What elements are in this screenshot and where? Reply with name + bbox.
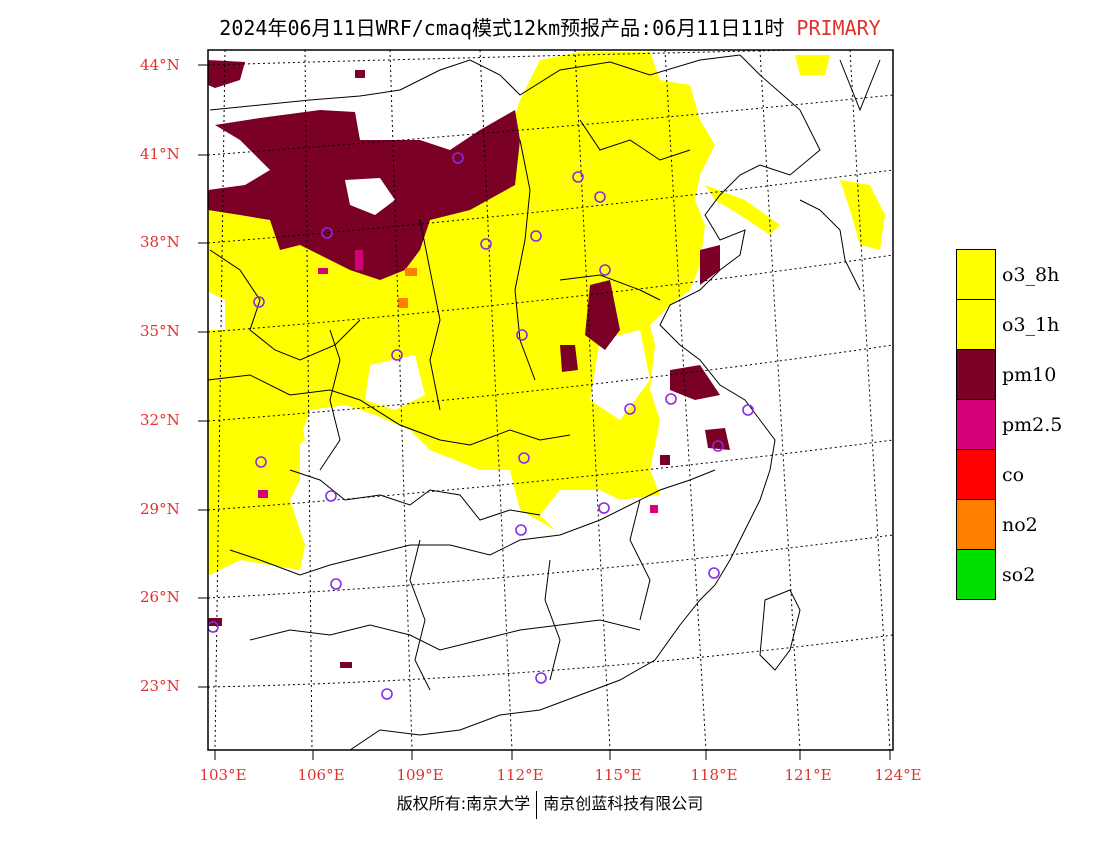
station-marker: [518, 452, 530, 464]
o3-region-main: [208, 52, 715, 575]
lon-label: 121°E: [784, 766, 832, 784]
station-marker: [325, 490, 337, 502]
no2-dot: [405, 268, 417, 276]
lat-label: 29°N: [140, 500, 180, 518]
pm25-dot: [355, 250, 363, 270]
legend-swatch: [956, 249, 996, 300]
station-marker: [330, 578, 342, 590]
legend-label: o3_8h: [1002, 264, 1060, 286]
pm10-patch-east: [560, 345, 578, 372]
pm25-dot: [318, 268, 328, 274]
legend-swatch: [956, 499, 996, 550]
copyright: 版权所有:南京大学 南京创蓝科技有限公司: [0, 790, 1100, 819]
pm10-patch-nw: [208, 60, 245, 88]
station-marker: [594, 191, 606, 203]
legend-label: pm2.5: [1002, 414, 1063, 436]
station-marker: [381, 688, 393, 700]
stations: [208, 90, 940, 700]
pm25-dot: [258, 490, 268, 498]
station-marker: [208, 621, 219, 633]
pm10-patch-shanghai: [705, 428, 730, 450]
pm10-patch-shandong: [585, 280, 620, 350]
lat-ticks: [198, 64, 208, 688]
station-marker: [930, 90, 940, 100]
lat-label: 41°N: [140, 145, 180, 163]
o3-patch-coast: [840, 180, 885, 250]
o3-patch-ne: [705, 185, 780, 235]
legend-label: co: [1002, 464, 1025, 486]
lat-label: 35°N: [140, 322, 180, 340]
lat-label: 32°N: [140, 411, 180, 429]
o3-patch-top: [795, 55, 830, 75]
pm25-dot: [650, 505, 658, 513]
legend-swatch: [956, 299, 996, 350]
boundaries: [208, 54, 881, 750]
station-marker: [665, 393, 677, 405]
station-marker: [530, 230, 542, 242]
title-product: PRIMARY: [796, 16, 881, 40]
station-marker: [480, 238, 492, 250]
lat-label: 44°N: [140, 56, 180, 74]
lon-ticks: [214, 750, 891, 760]
station-marker: [712, 440, 724, 452]
pm10-dot: [340, 662, 352, 668]
station-marker: [599, 264, 611, 276]
legend-swatch: [956, 399, 996, 450]
station-marker: [452, 152, 464, 164]
legend-label: o3_1h: [1002, 314, 1060, 336]
station-marker: [708, 567, 720, 579]
station-marker: [253, 296, 265, 308]
pm10-dot: [355, 70, 365, 78]
lat-label: 23°N: [140, 677, 180, 695]
legend-swatch: [956, 449, 996, 500]
copyright-separator: [536, 790, 538, 819]
legend-label: no2: [1002, 514, 1038, 536]
clear-gap-1: [365, 355, 425, 410]
lon-label: 118°E: [690, 766, 738, 784]
pm10-patch-jiangsu: [670, 365, 720, 400]
station-marker: [321, 227, 333, 239]
pm10-dot: [660, 455, 670, 465]
legend-label: so2: [1002, 564, 1036, 586]
lat-label: 38°N: [140, 233, 180, 251]
clear-gap-ordos: [345, 178, 395, 215]
lon-label: 106°E: [297, 766, 345, 784]
lon-label: 103°E: [199, 766, 247, 784]
station-marker: [742, 404, 754, 416]
legend-swatch: [956, 549, 996, 600]
lon-label: 115°E: [594, 766, 642, 784]
graticule: [208, 50, 893, 750]
station-marker: [515, 524, 527, 536]
station-marker: [516, 329, 528, 341]
copyright-left: 版权所有:南京大学: [396, 794, 531, 813]
map-title: 2024年06月11日WRF/cmaq模式12km预报产品:06月11日11时 P…: [0, 12, 1100, 41]
lon-label: 109°E: [396, 766, 444, 784]
clear-gap-2: [590, 330, 650, 420]
lat-label: 26°N: [140, 588, 180, 606]
o3-patch-sw: [235, 415, 305, 470]
copyright-right: 南京创蓝科技有限公司: [543, 794, 704, 813]
station-marker: [255, 456, 267, 468]
legend-swatch: [956, 349, 996, 400]
station-marker: [391, 349, 403, 361]
legend-label: pm10: [1002, 364, 1057, 386]
station-marker: [598, 502, 610, 514]
station-marker: [535, 672, 547, 684]
pm10-patch-coast: [700, 245, 720, 285]
title-main: 2024年06月11日WRF/cmaq模式12km预报产品:06月11日11时: [219, 16, 785, 40]
station-marker: [572, 171, 584, 183]
no2-dot: [398, 298, 408, 308]
lon-label: 112°E: [496, 766, 544, 784]
station-marker: [624, 403, 636, 415]
map-frame: [207, 49, 894, 751]
lon-label: 124°E: [874, 766, 922, 784]
